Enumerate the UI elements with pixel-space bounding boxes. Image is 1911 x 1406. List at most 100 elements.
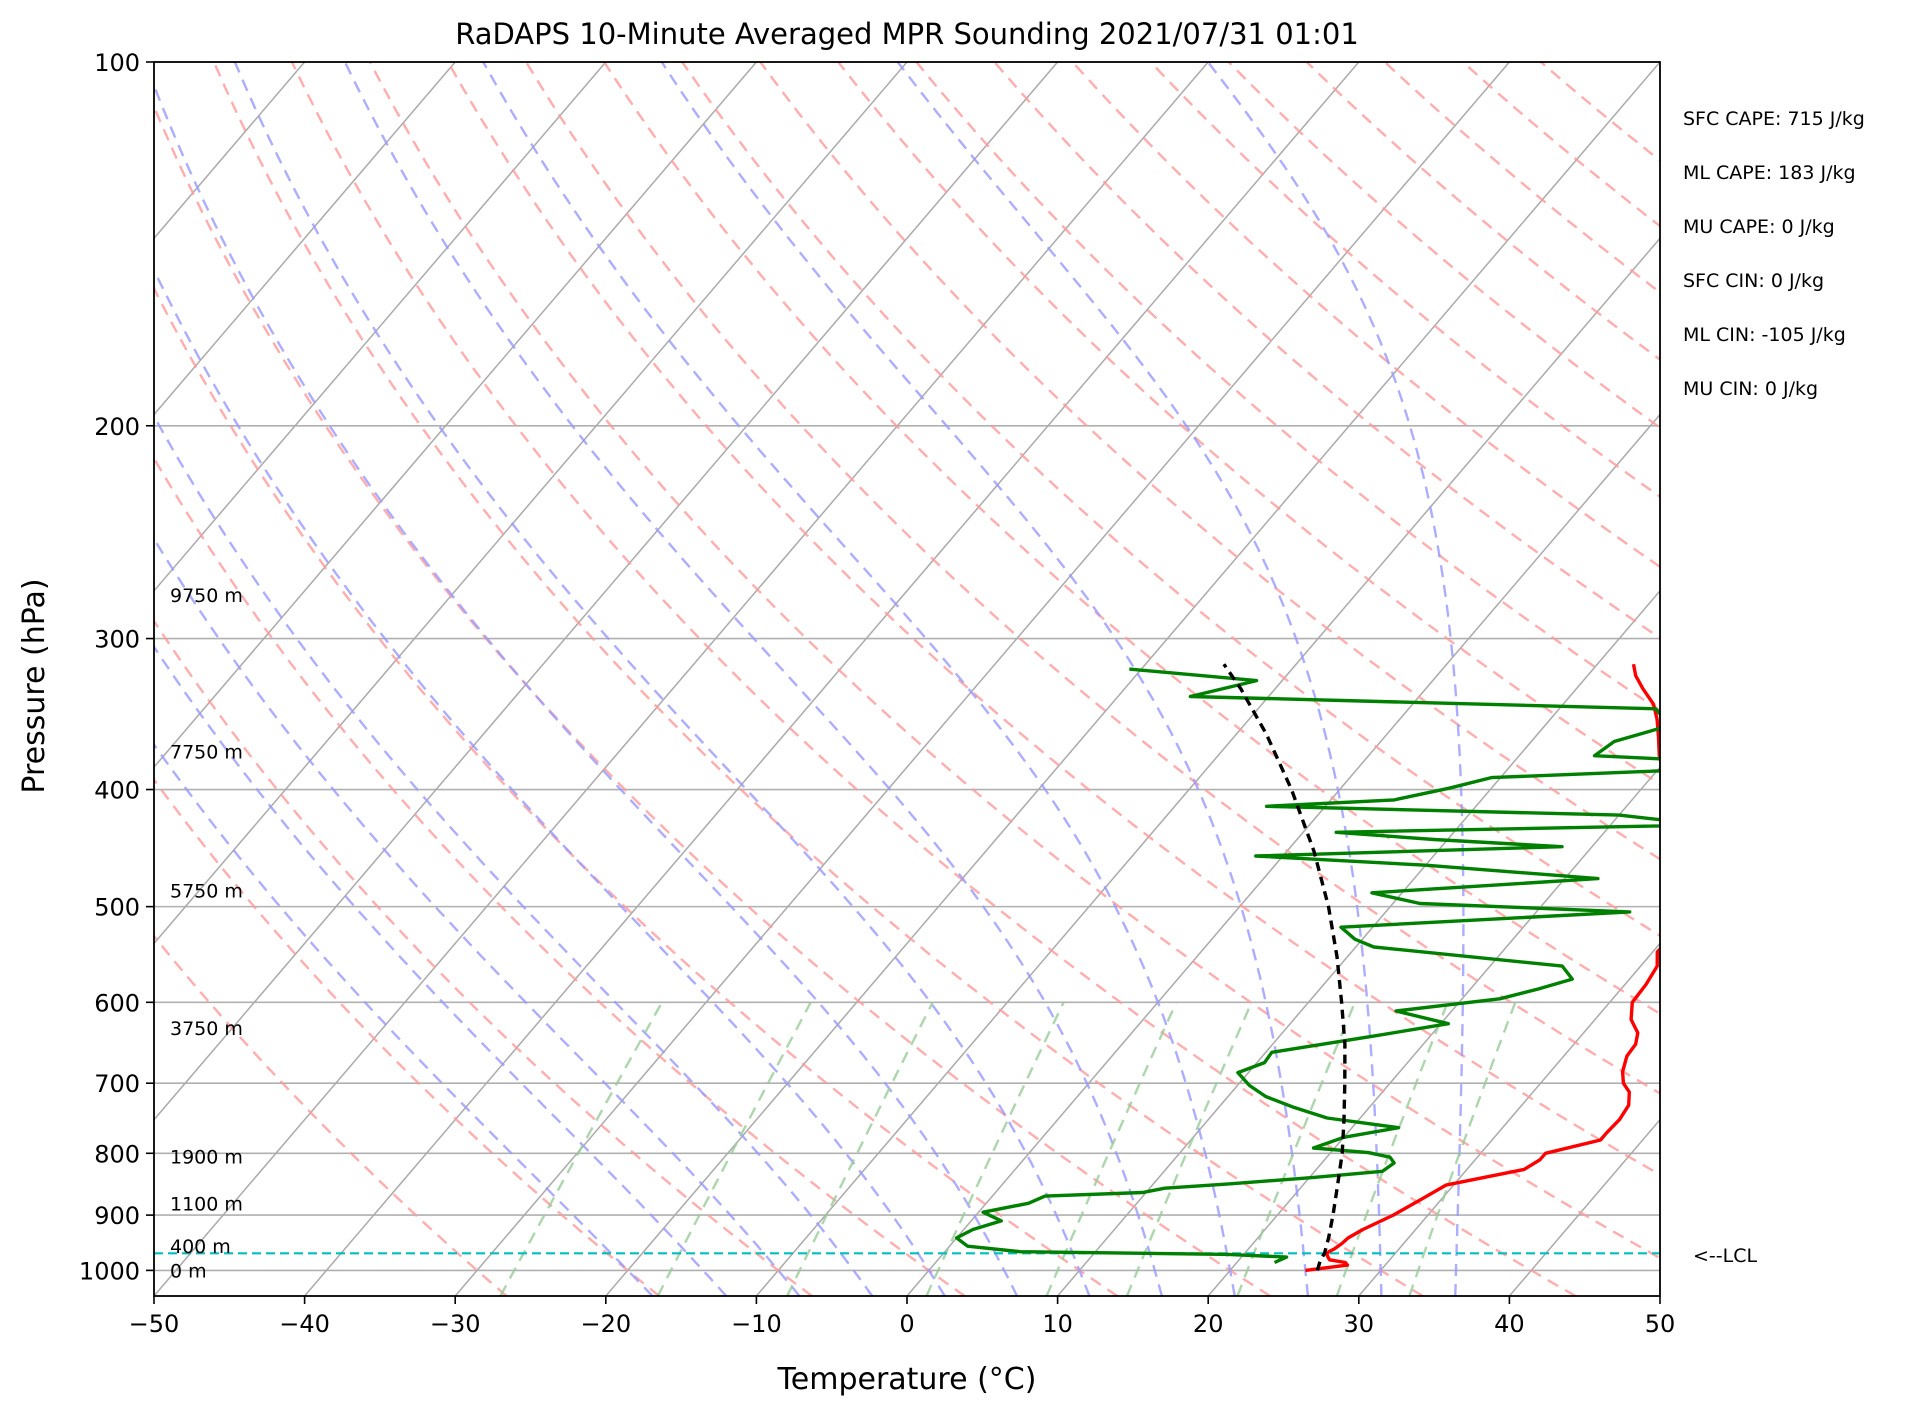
isotherm (1358, 942, 1660, 1296)
x-tick-label: 40 (1494, 1310, 1525, 1338)
x-tick-label: −50 (129, 1310, 180, 1338)
x-tick-label: 0 (899, 1310, 914, 1338)
x-tick-label: 50 (1645, 1310, 1676, 1338)
dry-adiabat (993, 62, 1660, 640)
y-tick-label: 200 (94, 413, 140, 441)
dry-adiabat (154, 285, 1119, 1296)
y-axis-label: Pressure (hPa) (17, 578, 52, 793)
stat-line: ML CAPE: 183 J/kg (1683, 162, 1856, 184)
isotherm (154, 62, 1209, 1296)
isotherm (0, 62, 3, 1296)
dry-adiabat (290, 62, 1577, 1296)
isotherm (454, 62, 1510, 1296)
height-label: 400 m (170, 1236, 231, 1258)
moist-adiabat (154, 742, 654, 1296)
moist-adiabat (154, 267, 946, 1296)
y-tick-label: 100 (94, 49, 140, 77)
moist-adiabat (154, 644, 728, 1296)
y-tick-label: 800 (94, 1140, 140, 1168)
y-tick-label: 600 (94, 989, 140, 1017)
isotherm (304, 62, 1360, 1296)
dry-adiabat (525, 62, 1660, 1095)
dry-adiabat (1540, 62, 1660, 163)
moist-adiabat (233, 62, 1091, 1296)
height-label: 3750 m (170, 1018, 243, 1040)
x-tick-label: −30 (430, 1310, 481, 1338)
parcel-path (1222, 663, 1347, 1271)
moist-adiabat (154, 413, 874, 1296)
moist-adiabat (1206, 62, 1465, 1296)
dry-adiabat (1383, 62, 1660, 294)
height-label: 5750 m (170, 881, 243, 903)
height-label: 1100 m (170, 1193, 243, 1215)
height-label: 1900 m (170, 1147, 243, 1169)
x-tick-label: 30 (1344, 1310, 1375, 1338)
dry-adiabat (1227, 62, 1660, 430)
y-tick-label: 900 (94, 1202, 140, 1230)
chart-title: RaDAPS 10-Minute Averaged MPR Sounding 2… (455, 17, 1359, 51)
dry-adiabat (681, 62, 1660, 938)
dry-adiabat (603, 62, 1660, 1016)
x-axis-label: Temperature (°C) (777, 1362, 1037, 1397)
mixing-ratio-line (1408, 1001, 1517, 1296)
height-label: 9750 m (170, 585, 243, 607)
mixing-ratio-line (1045, 1001, 1178, 1296)
dry-adiabat (154, 619, 813, 1296)
y-tick-label: 500 (94, 894, 140, 922)
dry-adiabat (915, 62, 1660, 712)
stat-line: MU CIN: 0 J/kg (1683, 378, 1819, 400)
height-label: 7750 m (170, 741, 243, 763)
dry-adiabat (1149, 62, 1660, 499)
y-tick-label: 300 (94, 626, 140, 654)
mixing-ratio-line (1125, 1001, 1253, 1296)
y-tick-label: 700 (94, 1070, 140, 1098)
dry-adiabat (1071, 62, 1660, 569)
lcl-label: <--LCL (1693, 1245, 1758, 1267)
y-tick-label: 400 (94, 777, 140, 805)
dry-adiabat (368, 62, 1660, 1260)
x-tick-label: −40 (279, 1310, 330, 1338)
temperature-line (1305, 663, 1660, 1273)
dry-adiabat (154, 777, 661, 1296)
isotherm (1508, 1118, 1660, 1296)
isotherm (154, 62, 908, 945)
y-tick-label: 1000 (79, 1257, 140, 1285)
x-tick-label: −20 (580, 1310, 631, 1338)
stat-line: SFC CAPE: 715 J/kg (1683, 108, 1865, 130)
dry-adiabat (1462, 62, 1660, 228)
moist-adiabat (896, 62, 1383, 1296)
dry-adiabat (446, 62, 1660, 1177)
moist-adiabat (154, 82, 1019, 1296)
moist-adiabat (482, 62, 1236, 1296)
dry-adiabat (212, 62, 1424, 1296)
isotherm (154, 62, 456, 416)
x-tick-label: 10 (1042, 1310, 1073, 1338)
dry-adiabat (154, 934, 508, 1296)
dewpoint-line (954, 667, 1660, 1265)
isotherm (906, 413, 1660, 1296)
mixing-ratio-line (499, 1001, 664, 1296)
moist-adiabat (343, 62, 1164, 1296)
x-tick-label: −10 (731, 1310, 782, 1338)
mixing-ratio-line (786, 1001, 934, 1296)
moist-adiabat (660, 62, 1310, 1296)
x-tick-label: 20 (1193, 1310, 1224, 1338)
isotherm (1057, 589, 1660, 1296)
isotherm (1659, 1294, 1660, 1296)
moist-adiabat (154, 536, 801, 1296)
stat-line: SFC CIN: 0 J/kg (1683, 270, 1825, 292)
isotherm (1207, 765, 1660, 1296)
mixing-ratio-line (656, 1001, 812, 1296)
height-label: 0 m (170, 1260, 207, 1282)
isotherm (154, 62, 757, 769)
isotherm (154, 62, 607, 593)
stat-line: MU CAPE: 0 J/kg (1683, 216, 1835, 238)
dry-adiabat (154, 456, 966, 1296)
mixing-ratio-line (1335, 1001, 1449, 1296)
mixing-ratio-line (925, 1001, 1065, 1296)
dry-adiabat (1305, 62, 1660, 361)
dry-adiabat (154, 103, 1271, 1296)
isotherm (154, 62, 1059, 1121)
isotherm (605, 62, 1660, 1296)
